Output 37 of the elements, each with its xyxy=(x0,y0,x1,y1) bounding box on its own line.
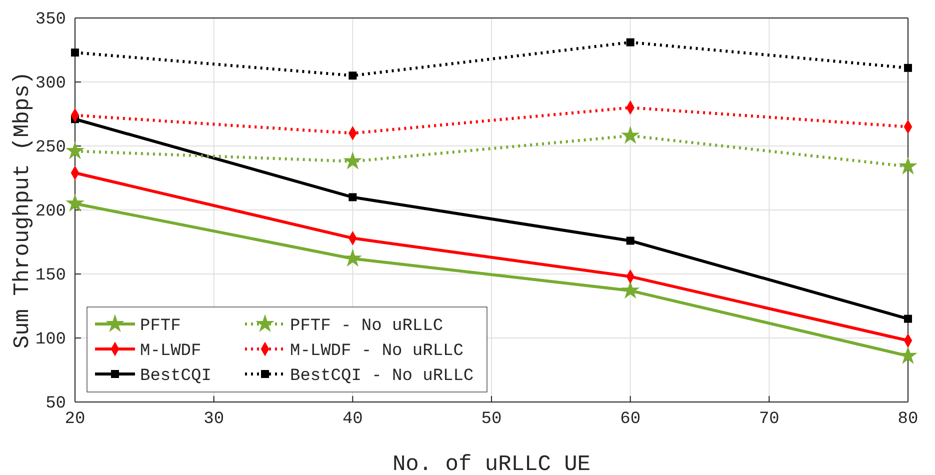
x-tick-label: 40 xyxy=(342,410,363,430)
x-tick-label: 20 xyxy=(64,410,86,430)
x-tick-label: 70 xyxy=(758,410,780,430)
point xyxy=(66,141,84,160)
point xyxy=(348,193,357,202)
y-tick-label: 250 xyxy=(35,138,66,158)
point xyxy=(626,38,634,46)
legend-label: PFTF - No uRLLC xyxy=(290,317,444,336)
x-tick-label: 50 xyxy=(481,410,502,430)
point xyxy=(343,248,362,267)
point xyxy=(898,156,918,174)
point xyxy=(626,236,634,245)
point xyxy=(904,64,912,72)
y-tick-label: 100 xyxy=(35,330,66,350)
x-axis-title: No. of uRLLC UE xyxy=(392,452,591,475)
point xyxy=(66,194,84,212)
y-tick-label: 350 xyxy=(35,10,66,30)
y-tick-label: 150 xyxy=(35,266,66,286)
point xyxy=(348,72,357,80)
y-axis-title: Sum Throughput (Mbps) xyxy=(10,71,35,349)
x-tick-label: 80 xyxy=(898,410,918,430)
point xyxy=(620,280,640,299)
legend-label: M-LWDF xyxy=(140,342,202,361)
x-tick-label: 30 xyxy=(204,410,224,430)
legend-label: BestCQI - No uRLLC xyxy=(290,367,474,386)
point xyxy=(898,346,918,364)
legend-label: M-LWDF - No uRLLC xyxy=(290,342,464,361)
point xyxy=(904,314,912,323)
legend-label: PFTF xyxy=(140,317,181,336)
point xyxy=(620,126,640,144)
y-tick-label: 300 xyxy=(35,74,66,94)
point xyxy=(343,151,362,170)
x-tick-label: 60 xyxy=(620,410,641,430)
legend-label: BestCQI xyxy=(140,367,212,386)
y-tick-label: 200 xyxy=(35,202,66,222)
point xyxy=(71,48,79,57)
y-tick-label: 50 xyxy=(46,394,66,414)
